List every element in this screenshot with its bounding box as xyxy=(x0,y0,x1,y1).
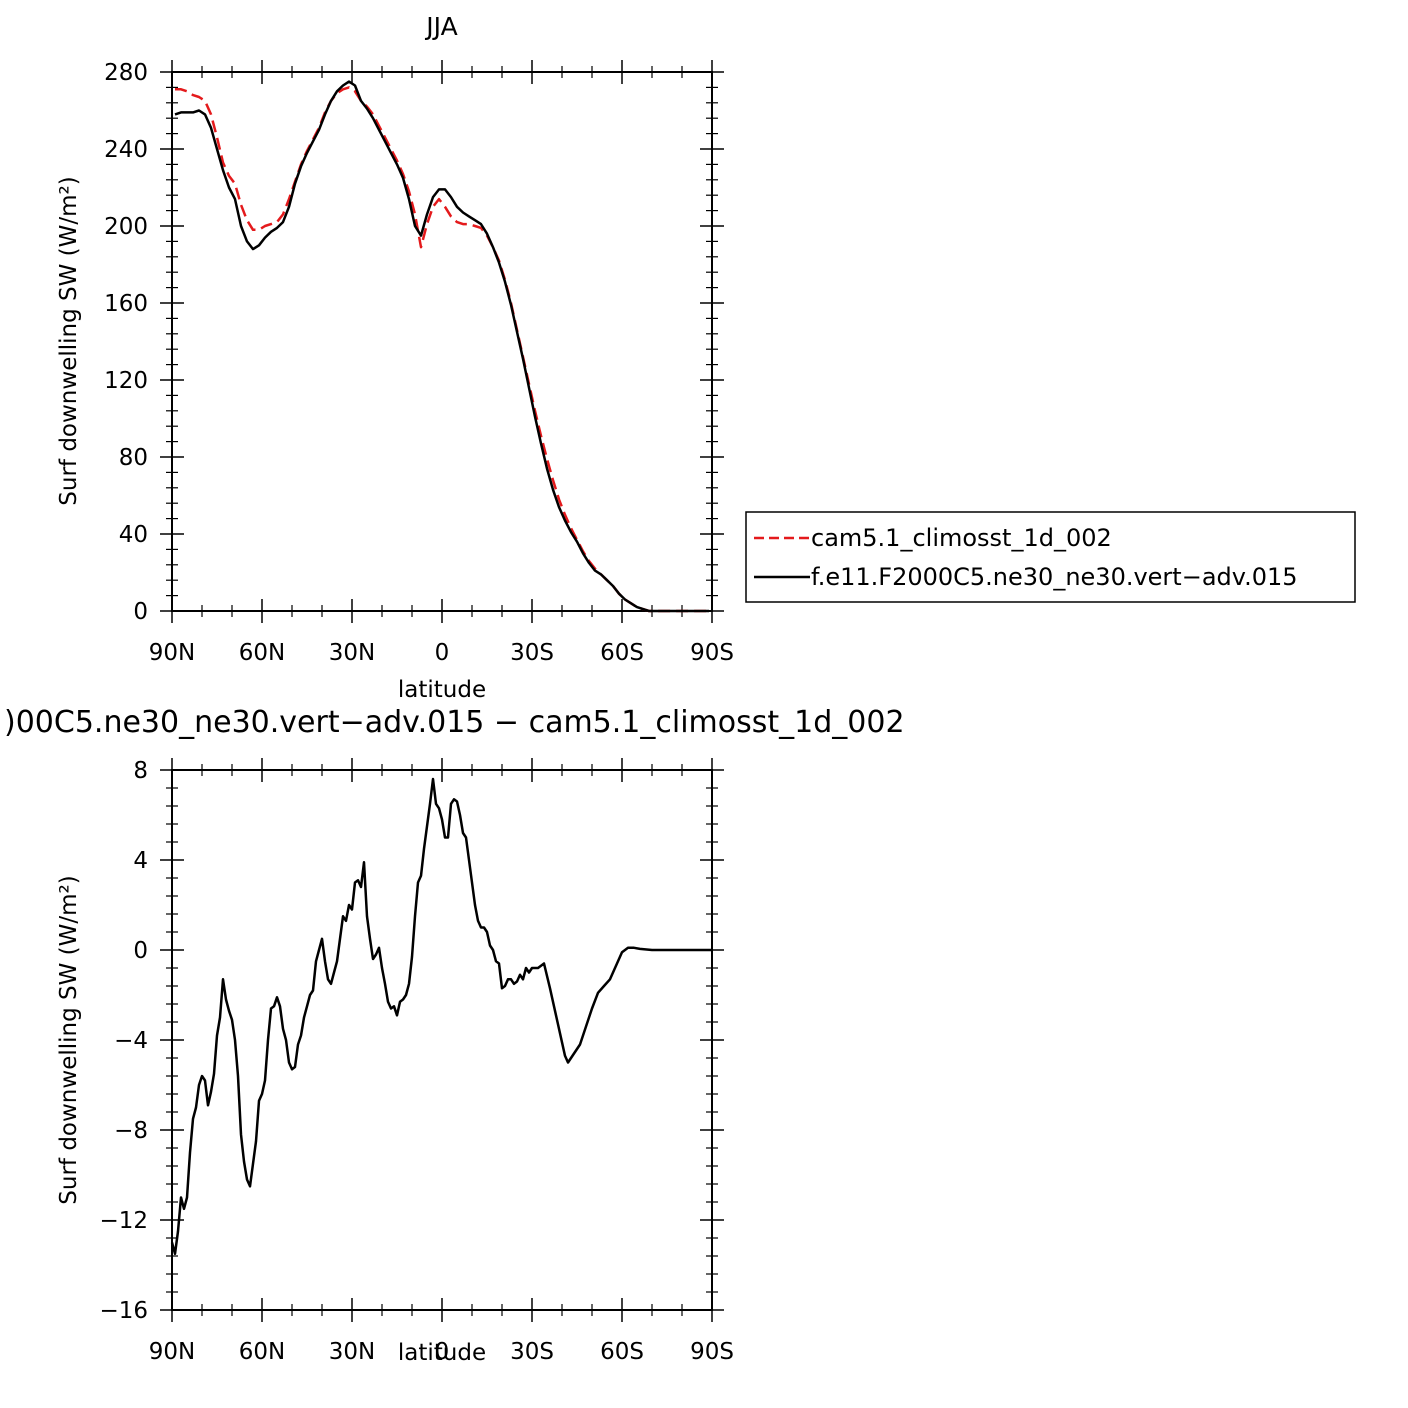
bottom-x-tick-label: 60N xyxy=(239,1339,285,1365)
bottom-chart-title: )00C5.ne30_ne30.vert−adv.015 − cam5.1_cl… xyxy=(4,705,905,740)
bottom-x-tick-label: 60S xyxy=(600,1339,644,1365)
bottom-x-tick-label: 30N xyxy=(329,1339,375,1365)
top-y-tick-label: 40 xyxy=(119,522,148,548)
top-y-tick-label: 0 xyxy=(133,599,148,625)
top-y-tick-label: 200 xyxy=(104,214,148,240)
top-y-tick-label: 280 xyxy=(104,60,148,86)
bottom-plot-area: 90N 60N 30N 0 30S 60S 90S −16 −12 −8 −4 0 4 8 xyxy=(99,758,734,1365)
bottom-y-tick-label: −16 xyxy=(99,1298,148,1324)
top-x-axis-label: latitude xyxy=(398,677,486,703)
legend: cam5.1_climosst_1d_002 f.e11.F2000C5.ne3… xyxy=(745,511,1356,603)
legend-box xyxy=(745,511,1356,603)
bottom-x-tick-label: 90N xyxy=(149,1339,195,1365)
bottom-plot-frame xyxy=(171,769,713,1311)
top-x-tick-label: 0 xyxy=(435,640,450,666)
top-y-tick-label: 240 xyxy=(104,137,148,163)
top-plot-area: 90N 60N 30N 0 30S 60S 90S 0 40 80 120 160 200 240 280 xyxy=(104,60,734,666)
bottom-y-tick-label: −4 xyxy=(114,1028,148,1054)
top-x-tick-label: 90S xyxy=(690,640,734,666)
bottom-x-tick-label: 30S xyxy=(510,1339,554,1365)
bottom-y-tick-label: 4 xyxy=(133,848,148,874)
top-series-line-0 xyxy=(175,86,709,613)
top-y-tick-label: 120 xyxy=(104,368,148,394)
legend-label-f-e11: f.e11.F2000C5.ne30_ne30.vert−adv.015 xyxy=(811,563,1298,591)
top-x-tick-label: 60N xyxy=(239,640,285,666)
top-y-axis-label: Surf downwelling SW (W/m²) xyxy=(56,176,82,505)
top-series-line-1 xyxy=(174,80,709,613)
bottom-y-tick-label: 8 xyxy=(133,758,148,784)
bottom-x-axis-label: latitude xyxy=(398,1340,486,1366)
bottom-x-tick-label: 90S xyxy=(690,1339,734,1365)
top-y-tick-label: 80 xyxy=(119,445,148,471)
bottom-x-tick-label: 0 xyxy=(435,1339,450,1365)
top-x-tick-label: 60S xyxy=(600,640,644,666)
bottom-y-axis-label: Surf downwelling SW (W/m²) xyxy=(56,875,82,1204)
bottom-y-tick-label: −12 xyxy=(99,1208,148,1234)
top-plot-frame xyxy=(171,71,713,612)
top-chart-title: JJA xyxy=(424,12,457,41)
top-y-tick-label: 160 xyxy=(104,291,148,317)
bottom-y-tick-label: 0 xyxy=(133,938,148,964)
top-x-tick-label: 30N xyxy=(329,640,375,666)
top-x-tick-label: 90N xyxy=(149,640,195,666)
bottom-y-tick-label: −8 xyxy=(114,1118,148,1144)
legend-label-cam5: cam5.1_climosst_1d_002 xyxy=(811,524,1112,552)
top-x-tick-label: 30S xyxy=(510,640,554,666)
bottom-series-line-0 xyxy=(170,777,712,1256)
